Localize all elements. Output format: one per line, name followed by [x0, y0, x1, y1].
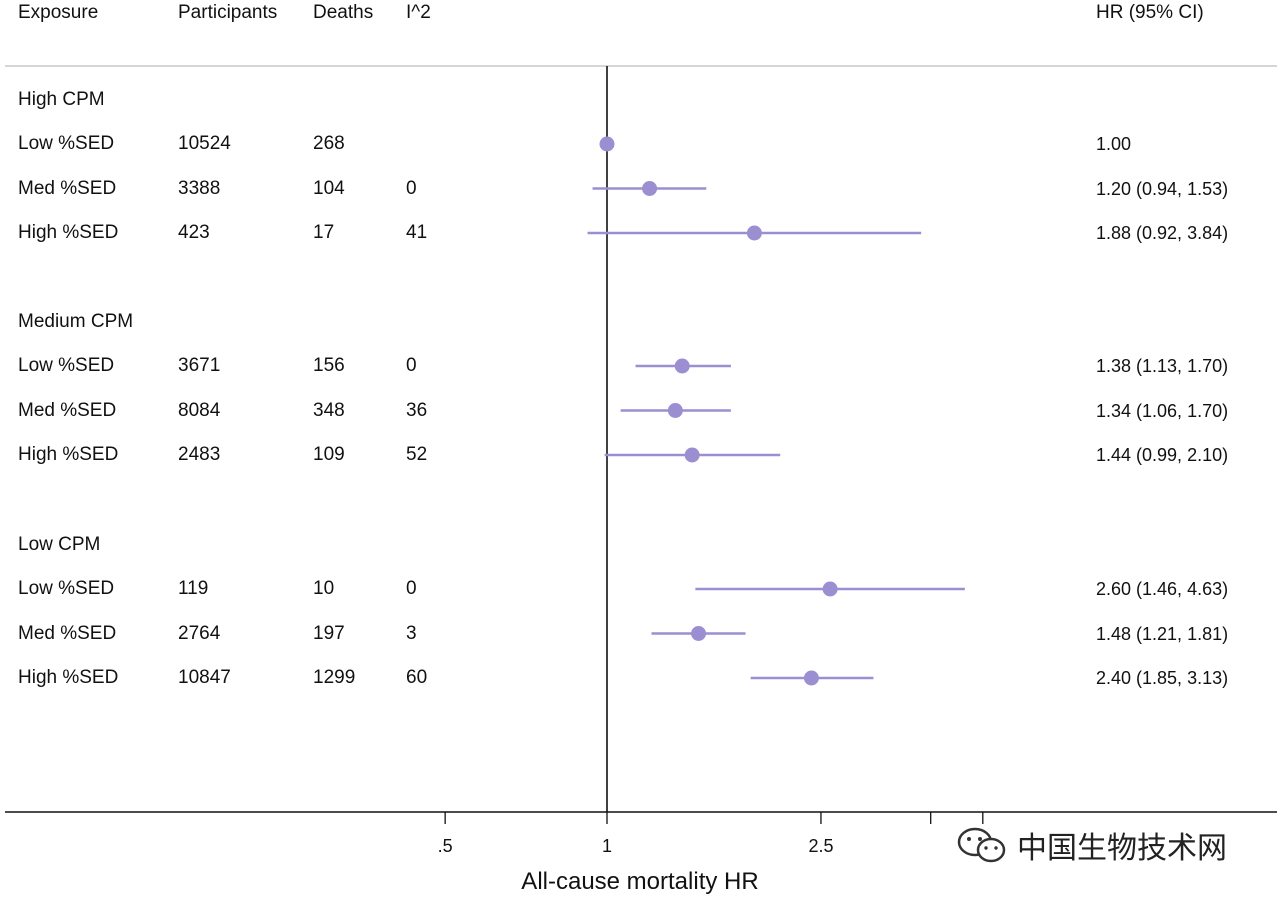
cell-participants: 8084 [178, 399, 221, 421]
cell-i2: 0 [406, 177, 417, 199]
cell-hr-ci: 2.40 (1.85, 3.13) [1096, 668, 1229, 688]
cell-exposure: Med %SED [18, 399, 117, 421]
wechat-icon [957, 827, 1006, 863]
x-tick-label: 2.5 [808, 836, 834, 856]
cell-deaths: 156 [313, 355, 345, 376]
ci-row-marker [635, 358, 731, 374]
cell-hr-ci: 1.34 (1.06, 1.70) [1096, 400, 1229, 421]
cell-exposure: High %SED [18, 444, 119, 465]
column-header-participants: Participants [178, 2, 278, 23]
cell-i2: 0 [406, 355, 417, 376]
ci-row-marker [587, 225, 922, 241]
hr-point [684, 447, 700, 463]
cell-hr-ci: 1.38 (1.13, 1.70) [1096, 356, 1229, 376]
cell-deaths: 17 [313, 222, 335, 243]
cell-hr-ci: 2.60 (1.46, 4.63) [1096, 579, 1229, 599]
cell-deaths: 104 [313, 177, 345, 199]
cell-participants: 2764 [178, 622, 221, 644]
hr-point [667, 403, 683, 418]
hr-point [691, 626, 707, 641]
column-header-deaths: Deaths [313, 2, 374, 23]
cell-exposure: Med %SED [18, 622, 117, 644]
ci-row-marker [695, 581, 965, 597]
x-axis-label: All-cause mortality HR [521, 868, 759, 895]
cell-deaths: 10 [313, 578, 335, 599]
hr-point [822, 581, 838, 597]
cell-deaths: 109 [313, 444, 345, 465]
cell-deaths: 197 [313, 622, 345, 644]
cell-participants: 2483 [178, 444, 221, 465]
cell-i2: 60 [406, 667, 428, 688]
ci-row-marker [750, 670, 874, 686]
ci-markers [587, 136, 965, 686]
cell-exposure: Low %SED [18, 133, 115, 154]
watermark-text: 中国生物技术网 [1017, 831, 1227, 866]
hr-point [803, 670, 819, 686]
group-label: High CPM [18, 89, 105, 110]
group-label: Medium CPM [18, 311, 134, 332]
hr-point [674, 358, 690, 374]
cell-exposure: Med %SED [18, 177, 117, 199]
ci-row-marker [651, 626, 746, 641]
column-header-exposure: Exposure [18, 2, 99, 23]
cell-i2: 52 [406, 444, 428, 465]
cell-deaths: 268 [313, 133, 345, 154]
cell-exposure: High %SED [18, 667, 119, 688]
cell-participants: 119 [178, 578, 209, 599]
cell-exposure: Low %SED [18, 578, 115, 599]
ci-row-marker [592, 181, 707, 196]
cell-hr-ci: 1.88 (0.92, 3.84) [1096, 223, 1229, 243]
cell-participants: 3388 [178, 177, 221, 199]
cell-participants: 3671 [178, 355, 221, 376]
x-tick-label: .5 [437, 836, 453, 856]
x-tick-label: 1 [601, 836, 613, 856]
cell-i2: 3 [406, 622, 417, 644]
cell-i2: 41 [406, 222, 428, 243]
cell-participants: 423 [178, 222, 210, 243]
column-header-i2: I^2 [406, 2, 431, 23]
group-label: Low CPM [18, 534, 101, 555]
watermark: 中国生物技术网 [955, 823, 1227, 867]
cell-i2: 0 [406, 578, 417, 599]
column-header-hr: HR (95% CI) [1096, 2, 1204, 23]
ci-row-marker [620, 403, 731, 418]
cell-deaths: 1299 [313, 667, 356, 688]
cell-hr-ci: 1.48 (1.21, 1.81) [1096, 623, 1229, 644]
cell-exposure: Low %SED [18, 355, 115, 376]
hr-point [599, 136, 615, 152]
cell-deaths: 348 [313, 399, 345, 421]
cell-participants: 10524 [178, 133, 231, 154]
cell-hr-ci: 1.44 (0.99, 2.10) [1096, 445, 1229, 465]
cell-hr-ci: 1.00 [1096, 134, 1132, 154]
cell-exposure: High %SED [18, 222, 119, 243]
ci-row-marker [604, 447, 781, 463]
cell-hr-ci: 1.20 (0.94, 1.53) [1096, 178, 1229, 199]
hr-point [642, 181, 658, 196]
cell-participants: 10847 [178, 667, 231, 688]
cell-i2: 36 [406, 399, 428, 421]
ci-row-marker [599, 136, 615, 152]
hr-point [746, 225, 762, 241]
x-axis-ticks [444, 812, 984, 824]
